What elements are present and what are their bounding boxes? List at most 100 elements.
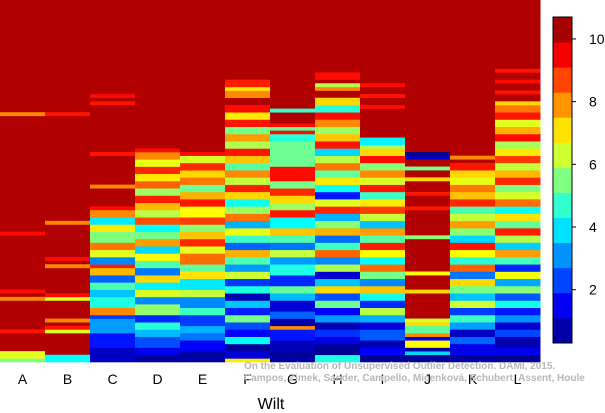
heatmap-cell xyxy=(315,170,361,178)
heatmap-cell xyxy=(495,170,541,178)
heatmap-cell xyxy=(135,296,181,305)
heatmap-cell xyxy=(180,340,226,352)
heatmap-cell xyxy=(315,126,361,135)
heatmap-cell xyxy=(225,257,271,265)
heatmap-cell xyxy=(315,141,361,149)
heatmap-cell xyxy=(180,333,226,341)
heatmap-cell xyxy=(360,347,406,356)
heatmap-cell xyxy=(360,271,406,280)
colorbar-tick-label: 2 xyxy=(589,282,597,298)
heatmap-cell xyxy=(225,86,271,91)
heatmap-cell xyxy=(225,307,271,316)
heatmap-cell xyxy=(270,195,316,204)
heatmap-cell xyxy=(450,177,496,185)
heatmap-cell xyxy=(450,206,496,214)
heatmap-cell xyxy=(405,322,451,327)
heatmap-cell xyxy=(135,159,181,167)
heatmap-cell xyxy=(495,119,541,127)
heatmap-cell xyxy=(360,235,406,243)
heatmap-cell xyxy=(495,90,541,95)
colorbar-tick-labels: 2 4 6 8 10 xyxy=(572,31,605,298)
heatmap-cell xyxy=(225,329,271,337)
colorbar-step xyxy=(553,242,572,269)
heatmap-cell xyxy=(135,188,181,196)
heatmap-cell xyxy=(405,318,451,323)
heatmap-cell xyxy=(450,213,496,222)
heatmap-plot-area xyxy=(0,0,541,363)
heatmap-cell xyxy=(315,72,361,80)
x-tick-label: J xyxy=(424,371,431,387)
heatmap-cell xyxy=(450,162,496,171)
heatmap-cell xyxy=(315,314,361,323)
heatmap-cell xyxy=(225,170,271,178)
colorbar-step xyxy=(553,192,572,219)
heatmap-cell xyxy=(450,235,496,243)
heatmap-cell xyxy=(180,206,226,218)
heatmap-cell xyxy=(225,141,271,149)
heatmap-cell xyxy=(270,242,316,251)
heatmap-cell xyxy=(495,206,541,214)
heatmap-cell xyxy=(315,343,361,356)
heatmap-cell xyxy=(450,285,496,294)
heatmap-cell xyxy=(405,155,451,160)
heatmap-cell xyxy=(135,354,181,363)
watermark-citation-line-2: Campos, Zimek, Sander, Campello, Micenko… xyxy=(244,373,585,384)
heatmap-cell xyxy=(90,289,136,298)
heatmap-cell xyxy=(225,293,271,301)
heatmap-cell xyxy=(270,311,316,319)
heatmap-cell xyxy=(495,141,541,149)
heatmap-cell xyxy=(270,249,316,258)
heatmap-cell xyxy=(135,217,181,225)
heatmap-cell xyxy=(45,257,91,261)
heatmap-cell xyxy=(270,300,316,312)
heatmap-cell xyxy=(45,293,91,298)
heatmap-cell xyxy=(315,83,361,88)
heatmap-cell xyxy=(135,304,181,316)
heatmap-cell xyxy=(495,329,541,337)
heatmap-cell xyxy=(450,300,496,308)
heatmap-cell xyxy=(450,220,496,229)
heatmap-cell xyxy=(315,177,361,185)
heatmap-cell xyxy=(180,155,226,164)
heatmap-cell xyxy=(225,358,271,363)
heatmap-cell xyxy=(0,351,46,359)
heatmap-cell xyxy=(270,275,316,287)
heatmap-cell xyxy=(135,322,181,330)
heatmap-cell xyxy=(360,162,406,171)
heatmap-cell xyxy=(315,242,361,251)
x-tick-label: F xyxy=(243,371,252,387)
colorbar-step xyxy=(553,42,572,68)
heatmap-cell xyxy=(360,314,406,323)
heatmap-cell xyxy=(0,112,46,117)
heatmap-cell xyxy=(315,133,361,142)
heatmap-cell xyxy=(225,228,271,236)
heatmap-cell xyxy=(450,322,496,330)
heatmap-cell xyxy=(135,260,181,269)
heatmap-cell xyxy=(315,336,361,345)
heatmap-cell xyxy=(45,318,91,323)
heatmap-cell xyxy=(180,264,226,272)
heatmap-cell xyxy=(360,322,406,330)
heatmap-cell xyxy=(270,181,316,189)
heatmap-cell xyxy=(270,133,316,142)
heatmap-cell xyxy=(225,191,271,200)
heatmap-cell xyxy=(90,94,136,99)
heatmap-cell xyxy=(495,213,541,222)
x-tick-label: B xyxy=(63,371,72,387)
heatmap-cell xyxy=(225,322,271,330)
heatmap-cell xyxy=(180,231,226,240)
heatmap-cell xyxy=(90,333,136,348)
heatmap-cell xyxy=(495,264,541,272)
heatmap-cell xyxy=(360,264,406,272)
heatmap-cell xyxy=(315,257,361,265)
heatmap-cell xyxy=(495,177,541,185)
heatmap-cell xyxy=(315,228,361,236)
heatmap-cell xyxy=(360,213,406,222)
heatmap-cell xyxy=(315,162,361,171)
heatmap-cell xyxy=(180,177,226,185)
heatmap-cell xyxy=(450,329,496,337)
heatmap-cell xyxy=(90,101,136,106)
heatmap-cell xyxy=(180,307,226,316)
heatmap-cell xyxy=(495,184,541,193)
heatmap-cell xyxy=(0,231,46,236)
